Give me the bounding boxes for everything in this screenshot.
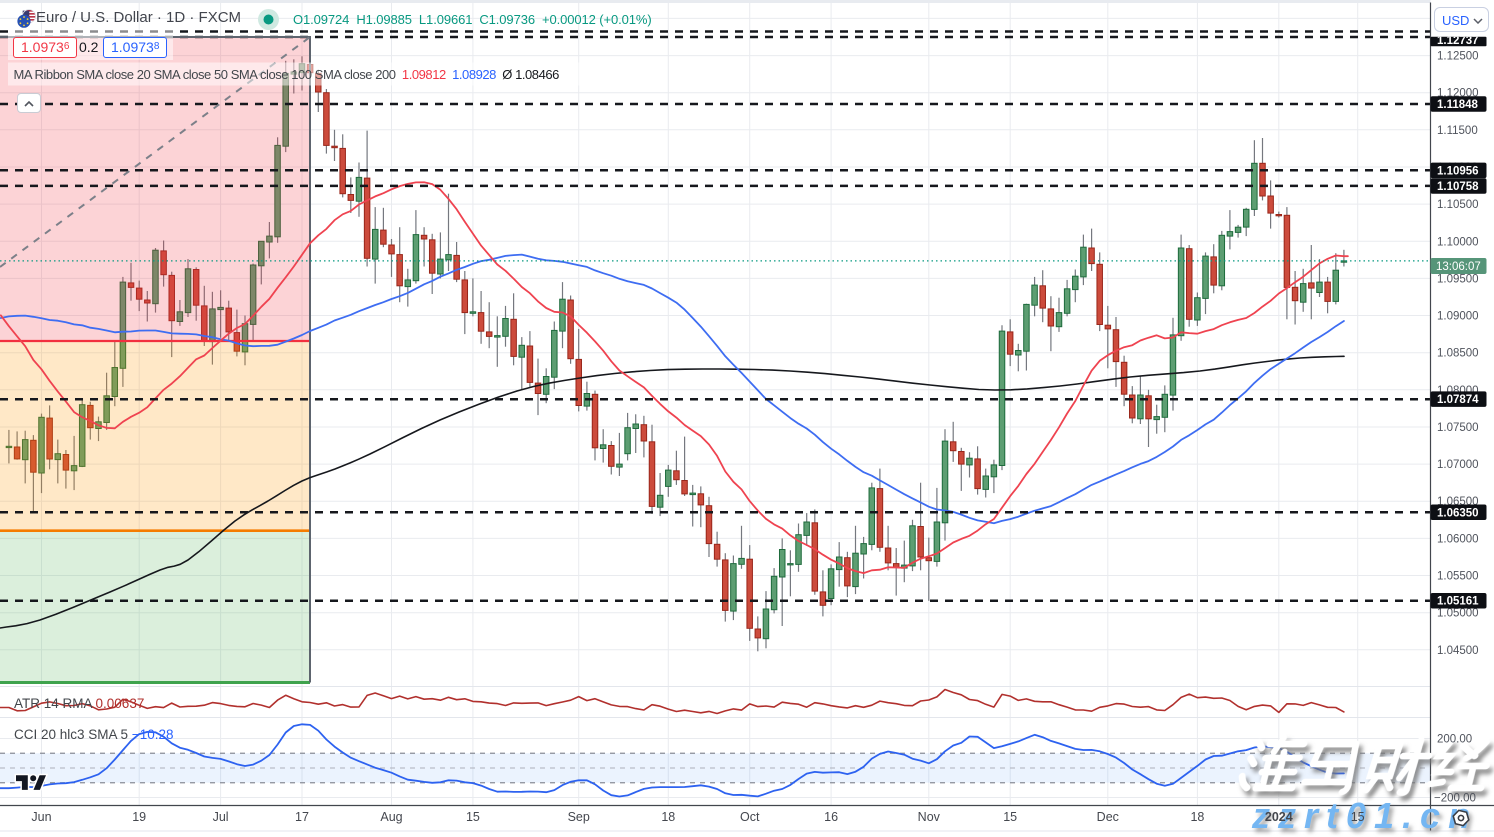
svg-text:1.05500: 1.05500: [1437, 571, 1479, 583]
svg-text:1.04500: 1.04500: [1437, 645, 1479, 657]
svg-text:1.12500: 1.12500: [1437, 51, 1479, 63]
svg-text:Nov: Nov: [918, 810, 941, 824]
svg-text:Dec: Dec: [1097, 810, 1119, 824]
svg-text:1.07874: 1.07874: [1437, 394, 1479, 406]
svg-text:1.11848: 1.11848: [1437, 99, 1479, 111]
svg-text:13:06:07: 13:06:07: [1436, 261, 1481, 273]
svg-text:Aug: Aug: [380, 810, 402, 824]
svg-text:1.07000: 1.07000: [1437, 459, 1479, 471]
svg-text:1.10500: 1.10500: [1437, 199, 1479, 211]
svg-text:1.10000: 1.10000: [1437, 236, 1479, 248]
svg-text:Jul: Jul: [213, 810, 229, 824]
svg-text:1.08500: 1.08500: [1437, 348, 1479, 360]
svg-text:1.09500: 1.09500: [1437, 273, 1479, 285]
svg-text:Oct: Oct: [740, 810, 760, 824]
svg-text:17: 17: [295, 810, 309, 824]
svg-text:1.05161: 1.05161: [1437, 596, 1479, 608]
svg-text:18: 18: [661, 810, 675, 824]
svg-text:1.10758: 1.10758: [1437, 181, 1479, 193]
svg-text:1.06350: 1.06350: [1437, 507, 1479, 519]
svg-text:1.05000: 1.05000: [1437, 608, 1479, 620]
svg-text:Sep: Sep: [568, 810, 590, 824]
svg-text:15: 15: [466, 810, 480, 824]
svg-text:1.12737: 1.12737: [1437, 35, 1479, 47]
svg-text:1.09000: 1.09000: [1437, 311, 1479, 323]
svg-text:1.11500: 1.11500: [1437, 125, 1478, 137]
svg-text:1.07500: 1.07500: [1437, 422, 1479, 434]
svg-text:19: 19: [132, 810, 146, 824]
svg-text:16: 16: [824, 810, 838, 824]
svg-text:1.10956: 1.10956: [1437, 165, 1479, 177]
svg-text:18: 18: [1190, 810, 1204, 824]
svg-text:15: 15: [1003, 810, 1017, 824]
svg-text:200.00: 200.00: [1437, 734, 1472, 746]
svg-text:Jun: Jun: [31, 810, 51, 824]
svg-text:1.06000: 1.06000: [1437, 533, 1479, 545]
svg-text:2024: 2024: [1265, 810, 1293, 824]
svg-text:−200.00: −200.00: [1434, 793, 1476, 805]
svg-text:15: 15: [1351, 810, 1365, 824]
